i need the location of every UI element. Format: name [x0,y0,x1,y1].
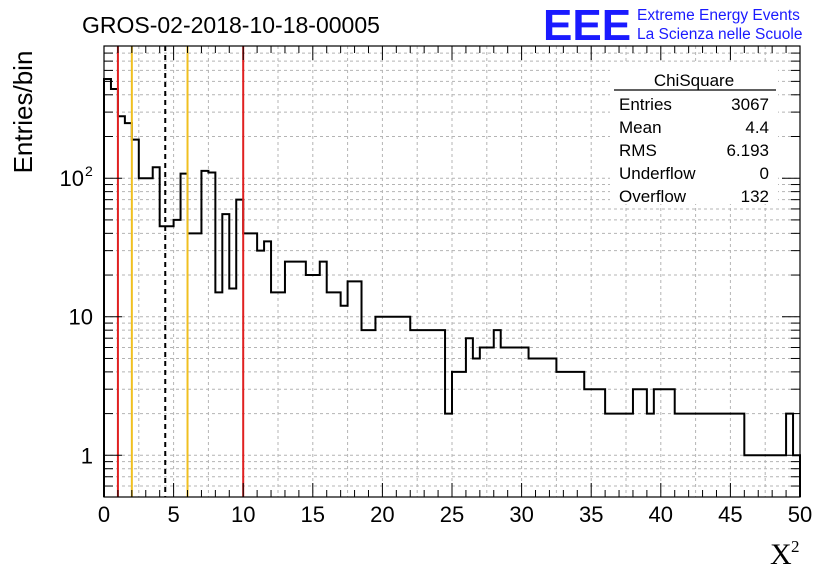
y-axis-label: Entries/bin [8,51,38,174]
histogram-bin [208,172,215,497]
histogram-bin [403,317,410,497]
histogram-bin [257,251,264,497]
histogram-bin [167,226,174,497]
y-tick-label: 10 [60,166,84,191]
y-tick-label: 10 [69,305,93,330]
histogram-bin [529,358,536,497]
histogram-bin [111,89,118,497]
x-tick-label: 10 [231,502,255,527]
x-tick-label: 5 [167,502,179,527]
histogram-bin [229,288,236,497]
histogram-bin [375,317,382,497]
x-tick-label: 45 [718,502,742,527]
histogram-bin [139,178,146,497]
eee-logo: EEE Extreme Energy Events La Scienza nel… [543,1,802,50]
histogram-bin [633,389,640,497]
histogram-bin [501,347,508,497]
histogram-bin [389,317,396,497]
histogram-bin [118,116,125,497]
histogram-bin [584,389,591,497]
histogram-bin [125,123,132,497]
x-tick-label: 40 [649,502,673,527]
logo-line2: La Scienza nelle Scuole [637,26,802,43]
stats-label: Overflow [619,187,687,206]
x-tick-label: 20 [370,502,394,527]
reference-lines [116,46,245,497]
histogram-bin [466,338,473,497]
histogram-bin [382,317,389,497]
x-tick-label: 35 [579,502,603,527]
histogram [103,78,801,497]
x-tick-label: 15 [301,502,325,527]
histogram-bin [243,233,250,497]
x-axis-label-base: X [770,538,792,571]
histogram-bin [522,347,529,497]
histogram-bin [264,241,271,497]
histogram-bin [146,178,153,497]
histogram-outline [103,78,801,497]
histogram-bin [313,275,320,497]
histogram-bin [654,389,661,497]
histogram-bin [104,79,111,497]
histogram-bin [668,389,675,497]
x-tick-label: 50 [788,502,812,527]
y-tick-label-exponent: 2 [85,163,93,179]
histogram-bin [661,389,668,497]
chart-title: GROS-02-2018-10-18-00005 [82,12,380,38]
histogram-bin [577,372,584,497]
histogram-bin [188,233,195,497]
logo-mark: EEE [543,1,631,50]
x-tick-label: 0 [98,502,110,527]
x-tick-label: 25 [440,502,464,527]
x-axis-label-sup: 2 [791,537,800,556]
x-axis-label: X 2 [770,537,800,571]
stats-label: Entries [619,95,672,114]
x-tick-label: 30 [509,502,533,527]
histogram-bin [549,358,556,497]
y-tick-label: 1 [81,443,93,468]
histogram-bin [250,233,257,497]
histogram-bin [542,358,549,497]
stats-value: 132 [741,187,769,206]
stats-box-bg [610,64,778,204]
histogram-bin [473,358,480,497]
histogram-bin [181,174,188,497]
histogram-bin [396,317,403,497]
histogram-bin [598,389,605,497]
histogram-bin [487,347,494,497]
histogram-bin [236,200,243,497]
histogram-bin [194,233,201,497]
histogram-bin [153,167,160,497]
logo-line1: Extreme Energy Events [637,7,800,24]
histogram-bin [452,372,459,497]
histogram-bin [640,389,647,497]
stats-value: 0 [760,164,769,183]
histogram-bin [306,275,313,497]
stats-label: Underflow [619,164,696,183]
histogram-bin [536,358,543,497]
histogram-bin [591,389,598,497]
stats-title: ChiSquare [654,71,734,90]
stats-value: 3067 [731,95,769,114]
histogram-bin [556,372,563,497]
histogram-bin [508,347,515,497]
histogram-bin [570,372,577,497]
histogram-bin [132,140,139,497]
stats-box: ChiSquare Entries 3067 Mean 4.4 RMS 6.193 Unde… [610,64,778,206]
histogram-bin [480,347,487,497]
stats-label: Mean [619,118,662,137]
histogram-bin [222,214,229,497]
histogram-bin [563,372,570,497]
histogram-bin [515,347,522,497]
stats-value: 6.193 [726,141,769,160]
stats-value: 4.4 [745,118,769,137]
stats-label: RMS [619,141,657,160]
histogram-bin [459,372,466,497]
